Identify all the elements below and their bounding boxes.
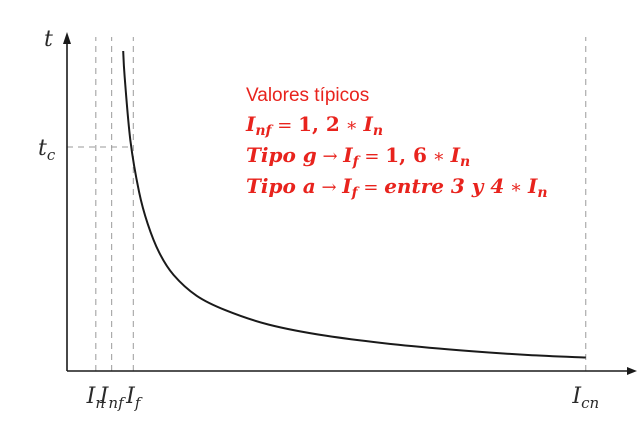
x-tick-label-cn: Icn — [571, 384, 599, 412]
x-tick-label-n: In — [86, 384, 105, 412]
guide-lines — [67, 37, 587, 371]
series-line-0 — [122, 50, 586, 359]
x-axis-arrow — [627, 367, 637, 375]
annotation-line-tipo-g: Tipo g → If = 1, 6 ∗ In — [246, 143, 471, 170]
series-group — [122, 50, 586, 359]
typical-values-annotation: Valores típicos Inf = 1, 2 ∗ In Tipo g →… — [246, 82, 548, 203]
annotation-line-tipo-a: Tipo a → If = entre 3 y 4 ∗ In — [246, 174, 548, 201]
x-tick-label-f: If — [125, 384, 143, 412]
annotation-heading: Valores típicos — [246, 85, 370, 106]
y-tick-label-tc: tc — [38, 136, 56, 164]
y-axis-arrow — [63, 32, 71, 44]
x-tick-label-nf: Inf — [99, 384, 126, 412]
y-axis-label: t — [44, 27, 53, 52]
annotation-line-inf: Inf = 1, 2 ∗ In — [246, 112, 384, 139]
